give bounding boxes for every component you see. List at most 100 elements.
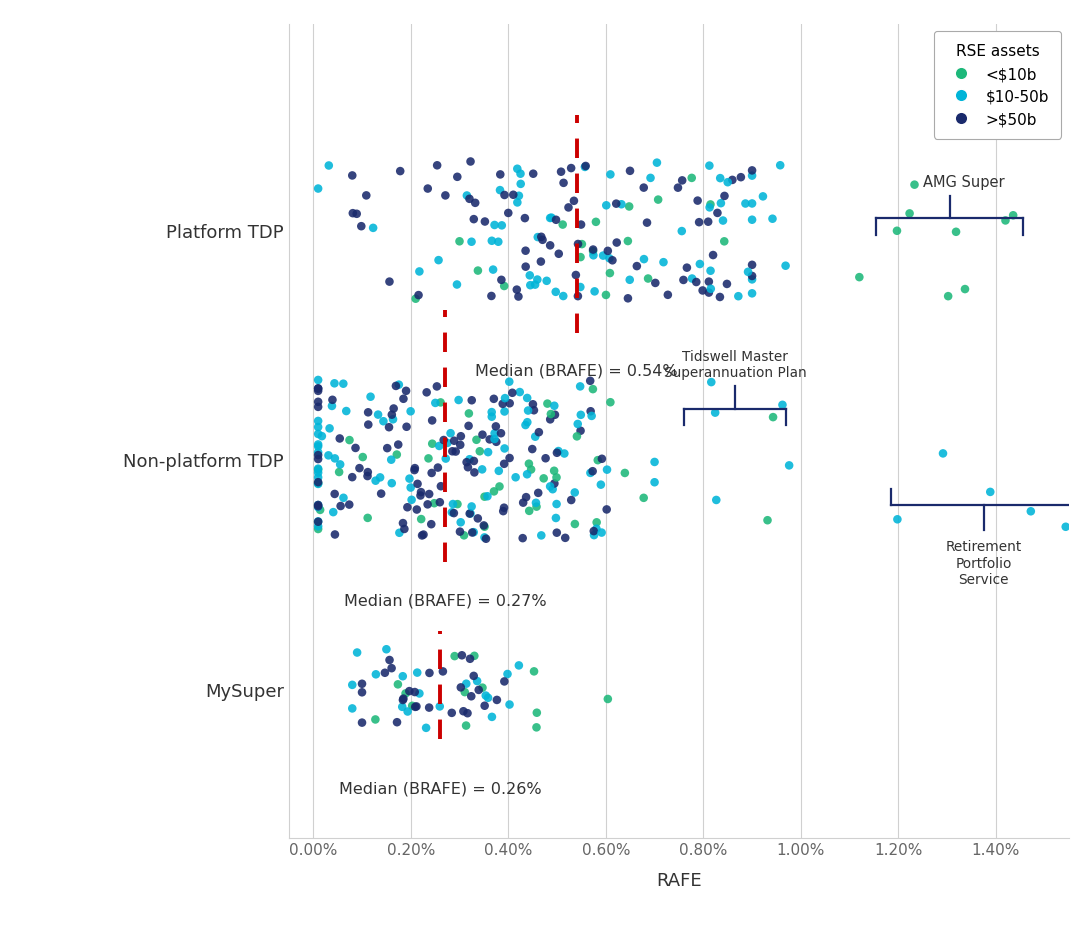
- Point: [585, 524, 603, 539]
- Point: [542, 238, 559, 253]
- Point: [567, 268, 584, 284]
- Point: [459, 188, 476, 204]
- Point: [649, 192, 667, 208]
- Point: [589, 453, 606, 468]
- Point: [528, 720, 545, 735]
- Point: [572, 407, 590, 423]
- Point: [395, 693, 412, 708]
- Point: [545, 464, 563, 479]
- Point: [501, 375, 518, 390]
- Point: [538, 274, 555, 289]
- Point: [535, 471, 553, 486]
- Point: [563, 161, 580, 176]
- Point: [309, 182, 326, 197]
- Point: [691, 215, 708, 230]
- Point: [715, 189, 733, 205]
- Point: [700, 286, 718, 301]
- Point: [461, 506, 478, 522]
- Point: [493, 219, 511, 234]
- Point: [481, 432, 499, 447]
- Point: [744, 258, 761, 273]
- Point: [702, 375, 720, 390]
- Point: [588, 515, 605, 530]
- Point: [390, 378, 408, 393]
- Point: [390, 526, 408, 541]
- Point: [465, 668, 482, 684]
- Point: [619, 291, 636, 307]
- Point: [669, 181, 686, 196]
- Point: [309, 382, 326, 397]
- Point: [405, 463, 423, 478]
- Point: [563, 493, 580, 508]
- Point: [521, 268, 539, 284]
- Point: [527, 278, 544, 293]
- Point: [687, 275, 705, 290]
- Point: [457, 676, 475, 691]
- Point: [724, 173, 741, 188]
- Point: [383, 661, 400, 676]
- Point: [719, 175, 736, 190]
- Point: [337, 404, 354, 419]
- Point: [324, 505, 341, 520]
- Point: [389, 438, 406, 453]
- Point: [479, 489, 496, 505]
- Point: [331, 465, 348, 480]
- Point: [476, 489, 493, 505]
- Point: [547, 470, 565, 486]
- Point: [331, 431, 348, 446]
- Point: [508, 195, 526, 210]
- Point: [406, 461, 424, 476]
- Point: [353, 715, 371, 730]
- Point: [511, 188, 528, 204]
- Point: [545, 399, 563, 414]
- Point: [732, 170, 749, 186]
- Point: [396, 522, 413, 537]
- Point: [468, 674, 486, 689]
- Point: [515, 495, 532, 510]
- Point: [442, 426, 460, 442]
- Point: [387, 379, 404, 394]
- Point: [947, 225, 965, 240]
- Point: [388, 715, 405, 730]
- Point: [739, 265, 757, 280]
- Point: [526, 404, 543, 419]
- Point: [495, 405, 513, 420]
- Point: [647, 276, 664, 291]
- Point: [608, 236, 625, 251]
- Point: [454, 704, 472, 719]
- Point: [421, 486, 438, 502]
- Point: [359, 465, 376, 480]
- Point: [344, 207, 361, 222]
- Point: [412, 488, 429, 504]
- Point: [585, 528, 603, 544]
- Point: [592, 478, 609, 493]
- Point: [549, 526, 566, 541]
- Point: [401, 684, 418, 699]
- Point: [437, 188, 454, 204]
- Point: [612, 197, 630, 212]
- Point: [388, 447, 405, 463]
- Point: [406, 684, 424, 700]
- Point: [398, 384, 415, 399]
- Point: [460, 460, 477, 475]
- Point: [507, 470, 525, 486]
- Point: [474, 463, 491, 478]
- Point: [584, 248, 602, 264]
- Point: [380, 653, 398, 668]
- Point: [490, 464, 507, 479]
- Point: [309, 498, 326, 513]
- Point: [320, 448, 337, 464]
- Point: [542, 412, 559, 427]
- Point: [744, 269, 761, 285]
- Point: [466, 466, 483, 481]
- Point: [475, 518, 492, 533]
- Point: [309, 446, 326, 461]
- Point: [584, 464, 602, 479]
- Point: [411, 265, 428, 280]
- Point: [646, 475, 663, 490]
- Point: [479, 445, 496, 460]
- Point: [599, 244, 617, 259]
- Point: [449, 497, 466, 512]
- Point: [640, 271, 657, 287]
- Point: [326, 486, 344, 502]
